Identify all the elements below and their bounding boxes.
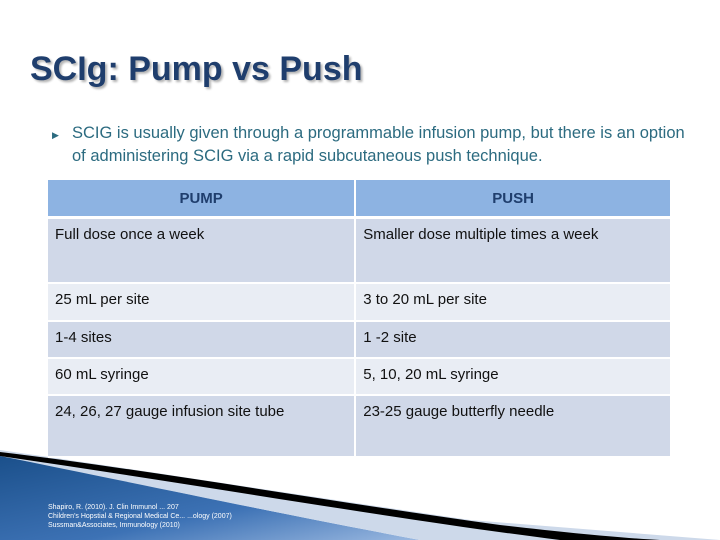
table-row: Full dose once a week Smaller dose multi… — [48, 217, 672, 284]
bullet-point: ▶ SCIG is usually given through a progra… — [52, 122, 692, 168]
table-row: 1-4 sites 1 -2 site — [48, 320, 672, 359]
triangle-bullet-icon: ▶ — [52, 130, 59, 140]
comparison-table: PUMP PUSH Full dose once a week Smaller … — [48, 180, 672, 458]
cell-pump: 60 mL syringe — [48, 357, 357, 396]
cell-push: 3 to 20 mL per site — [355, 282, 672, 322]
reference: Sussman&Associates, Immunology (2010) — [48, 522, 180, 529]
slide-title: SCIg: Pump vs Push — [30, 50, 363, 88]
table-row: 24, 26, 27 gauge infusion site tube 23-2… — [48, 394, 672, 458]
table-header-row: PUMP PUSH — [48, 180, 672, 219]
cell-push: Smaller dose multiple times a week — [355, 217, 672, 284]
cell-push: 1 -2 site — [355, 320, 672, 359]
header-push: PUSH — [355, 180, 672, 219]
table-row: 60 mL syringe 5, 10, 20 mL syringe — [48, 357, 672, 396]
table-row: 25 mL per site 3 to 20 mL per site — [48, 282, 672, 322]
cell-pump: Full dose once a week — [48, 217, 357, 284]
cell-pump: 25 mL per site — [48, 282, 357, 322]
reference: Shapiro, R. (2010). J. Clin Immunol ... … — [48, 504, 179, 511]
cell-pump: 24, 26, 27 gauge infusion site tube — [48, 394, 357, 458]
cell-pump: 1-4 sites — [48, 320, 357, 359]
reference: Children's Hopstial & Regional Medical C… — [48, 513, 232, 520]
cell-push: 23-25 gauge butterfly needle — [355, 394, 672, 458]
bullet-text: SCIG is usually given through a programm… — [72, 124, 685, 165]
cell-push: 5, 10, 20 mL syringe — [355, 357, 672, 396]
header-pump: PUMP — [48, 180, 357, 219]
references: Shapiro, R. (2010). J. Clin Immunol ... … — [48, 503, 232, 530]
